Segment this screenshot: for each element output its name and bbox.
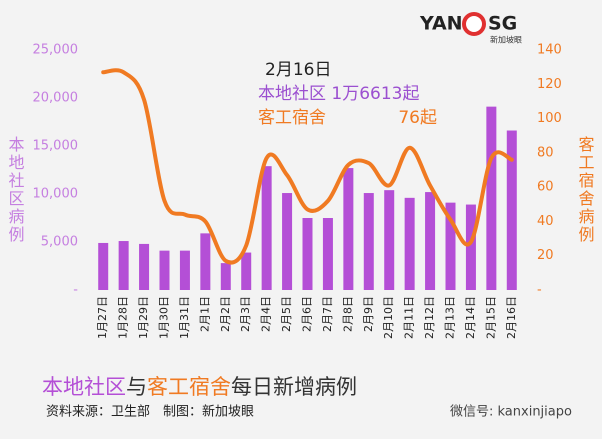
axis-title: 本地社区病例 [6,136,25,244]
x-tick-label: 1月31日 [178,296,191,339]
x-tick-label: 2月4日 [260,296,273,332]
bar [98,242,109,290]
bar [445,202,456,290]
tick-label: 15,000 [33,139,79,154]
chart-title: 本地社区与客工宿舍每日新增病例 [42,375,357,399]
x-tick-label: 2月1日 [198,296,211,332]
annotation-date: 2月16日 [265,60,331,80]
x-tick-label: 2月11日 [403,296,416,339]
bar [302,218,313,290]
tick-label: - [73,283,78,298]
bar [343,168,354,290]
x-tick-label: 1月28日 [117,296,130,339]
tick-label: 25,000 [33,43,79,58]
bar [159,250,170,290]
bar [486,106,497,290]
bar [220,263,231,290]
title-part: 与 [126,375,147,399]
axis-title: 客工宿舍病例 [576,136,595,244]
x-tick-label: 2月16日 [505,296,518,339]
tick-label: 20 [537,248,554,263]
bar [506,130,517,290]
logo-right: SG [488,13,517,35]
x-tick-label: 2月6日 [301,296,314,332]
x-tick-label: 2月9日 [362,296,375,332]
watermark: 微信号: kanxinjiapo [450,405,572,420]
logo-left: YAN [419,13,463,35]
tick-label: 80 [537,145,554,160]
tick-label: 5,000 [41,235,78,250]
bar [404,197,415,290]
bar [465,204,476,290]
tick-label: - [537,283,542,298]
tick-label: 20,000 [33,91,79,106]
annotation-local: 本地社区 1万6613起 [258,84,419,104]
tick-label: 140 [537,43,562,58]
bar [425,192,436,290]
bar [384,190,395,290]
title-part: 本地社区 [42,375,126,399]
title-part: 客工宿舍 [147,375,231,399]
tick-label: 100 [537,111,562,126]
bar [322,218,333,290]
tick-label: 10,000 [33,187,79,202]
annotation-dorm: 客工宿舍 [258,108,326,128]
tick-label: 120 [537,77,562,92]
tick-label: 60 [537,180,554,195]
x-tick-label: 2月2日 [219,296,232,332]
x-tick-label: 2月3日 [239,296,252,332]
tick-label: 40 [537,214,554,229]
annotation-dorm-value: 76起 [398,108,437,128]
bar [261,166,272,290]
x-tick-label: 2月12日 [423,296,436,339]
x-tick-label: 1月27日 [96,296,109,339]
title-part: 每日新增病例 [231,375,357,399]
x-tick-label: 1月30日 [158,296,171,339]
x-tick-label: 2月8日 [341,296,354,332]
bar [200,233,211,290]
x-tick-label: 1月29日 [137,296,150,339]
bar [139,243,150,290]
x-tick-label: 2月10日 [382,296,395,339]
logo-sub: 新加坡眼 [490,35,522,45]
x-tick-label: 2月7日 [321,296,334,332]
bar [241,252,252,290]
x-tick-label: 2月15日 [484,296,497,339]
x-tick-label: 2月14日 [464,296,477,339]
x-tick-label: 2月5日 [280,296,293,332]
bar [282,193,293,290]
x-tick-label: 2月13日 [444,296,457,339]
bar [118,241,129,290]
bar [179,250,190,290]
source: 资料来源：卫生部 制图：新加坡眼 [46,404,254,420]
line [101,68,514,265]
logo-icon [462,12,486,36]
bar [363,193,374,290]
